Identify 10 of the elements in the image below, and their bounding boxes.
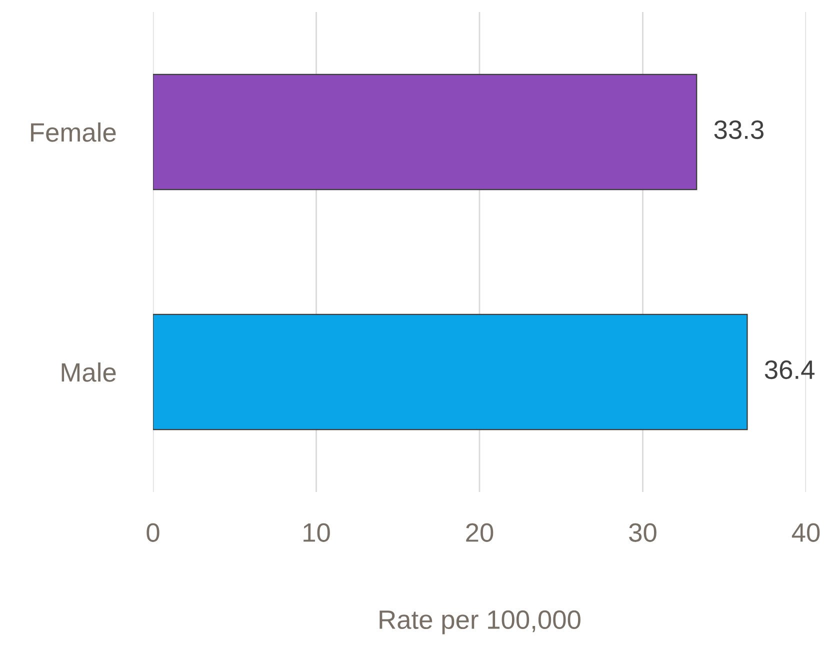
data-label: 36.4: [764, 360, 814, 380]
x-tick-label: 10: [304, 523, 330, 542]
x-tick-label: 0: [146, 523, 160, 542]
y-tick-label: Female: [31, 122, 116, 142]
data-label: 33.3: [714, 120, 764, 140]
x-axis-title: Rate per 100,000: [380, 610, 580, 634]
y-tick-label: Male: [62, 362, 116, 382]
x-tick-label: 20: [466, 523, 494, 542]
x-tick-label: 40: [792, 523, 820, 542]
x-tick-label: 30: [629, 523, 656, 542]
